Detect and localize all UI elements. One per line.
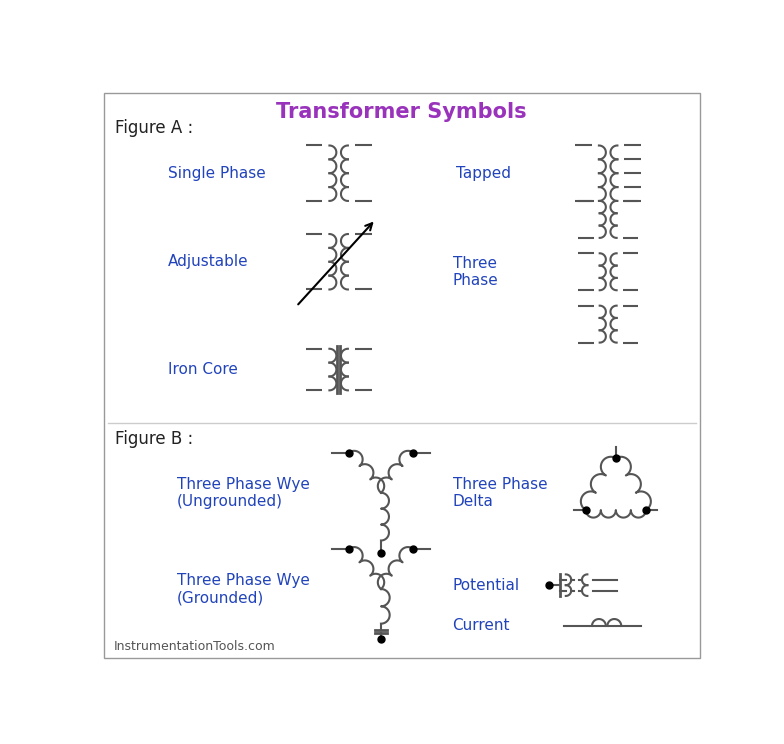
Text: Three Phase Wye
(Grounded): Three Phase Wye (Grounded) — [177, 573, 310, 605]
Text: Three Phase
Delta: Three Phase Delta — [452, 477, 547, 509]
Text: Current: Current — [452, 618, 510, 633]
Text: Three Phase Wye
(Ungrounded): Three Phase Wye (Ungrounded) — [177, 477, 310, 509]
Text: Potential: Potential — [452, 577, 520, 593]
Text: Three
Phase: Three Phase — [452, 256, 499, 288]
Text: Figure B :: Figure B : — [115, 429, 194, 448]
Text: Iron Core: Iron Core — [168, 362, 238, 377]
Text: InstrumentationTools.com: InstrumentationTools.com — [114, 640, 275, 653]
Text: Tapped: Tapped — [456, 166, 510, 181]
Text: Single Phase: Single Phase — [168, 166, 266, 181]
Text: Adjustable: Adjustable — [168, 254, 249, 269]
Text: Transformer Symbols: Transformer Symbols — [277, 103, 527, 122]
Text: Figure A :: Figure A : — [115, 118, 194, 137]
